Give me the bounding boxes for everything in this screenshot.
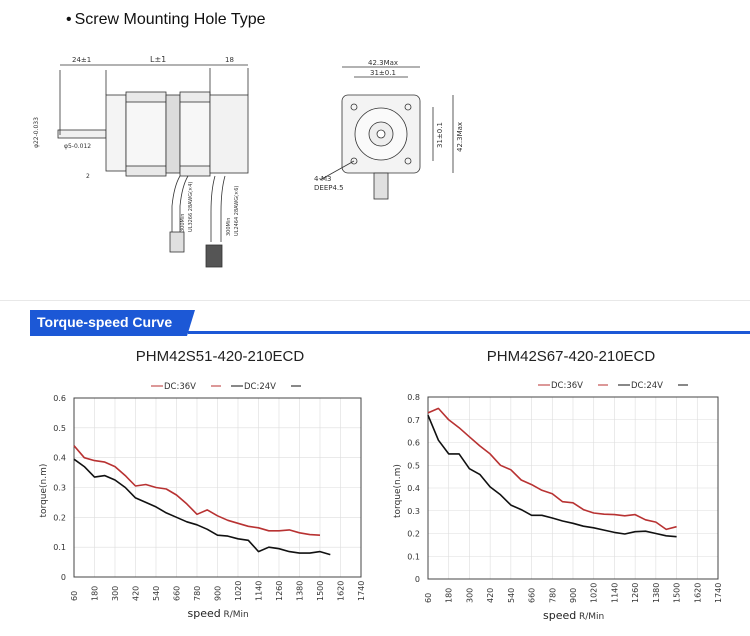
- series-line-dc24v: [427, 414, 677, 538]
- y-tick-label: 0.6: [53, 394, 66, 403]
- y-tick-label: 0.7: [407, 416, 420, 425]
- section-divider: [0, 300, 750, 301]
- y-axis-title: torque(n.m): [39, 464, 49, 518]
- y-tick-label: 0.5: [53, 424, 66, 433]
- x-tick-label: 300: [465, 588, 474, 603]
- plot-border: [427, 396, 719, 580]
- x-tick-label: 780: [548, 588, 557, 603]
- y-tick-label: 0.2: [53, 513, 66, 522]
- x-tick-label: 300: [111, 586, 120, 601]
- section-title-text: Screw Mounting Hole Type: [74, 11, 266, 28]
- dim-L-label: L±1: [150, 55, 166, 64]
- y-axis-title: torque(n.m): [393, 464, 403, 518]
- y-tick-label: 0: [415, 575, 420, 584]
- series-line-dc36v: [427, 407, 677, 531]
- plot-border: [73, 397, 362, 578]
- y-tick-label: 0.4: [53, 454, 66, 463]
- bullet-icon: •: [66, 11, 72, 28]
- y-tick-label: 0.5: [407, 461, 420, 470]
- x-tick-label: 1620: [337, 581, 346, 601]
- x-tick-label: 1740: [357, 581, 366, 601]
- y-tick-label: 0.1: [53, 543, 66, 552]
- x-tick-label: 60: [70, 591, 79, 601]
- dim-18-label: 18: [225, 56, 234, 64]
- section-badge-label: Torque-speed Curve: [37, 314, 173, 330]
- x-tick-label: 180: [445, 588, 454, 603]
- cable-label-4: UL2464 28AWG(×6): [234, 186, 240, 236]
- screw-label: 4-M3: [314, 175, 331, 183]
- x-tick-label: 660: [528, 588, 537, 603]
- cable-label-1: 300Min: [180, 214, 186, 232]
- x-tick-label: 180: [91, 586, 100, 601]
- x-axis-title: speed: [188, 607, 221, 620]
- series-line-dc36v: [73, 445, 321, 536]
- legend-label: DC:36V: [551, 381, 583, 391]
- cable-label-2: UL3266 28AWG(×4): [188, 182, 194, 232]
- legend-label: DC:24V: [631, 381, 663, 391]
- y-tick-label: 0.1: [407, 552, 420, 561]
- x-tick-label: 1620: [693, 583, 702, 603]
- y-tick-label: 0.6: [407, 439, 420, 448]
- section-badge-underline: [188, 331, 750, 334]
- motor-drawings: 24±1 L±1 18 φ22-0.033 φ5-0.012 2 300Min …: [33, 55, 464, 268]
- legend-label: DC:24V: [244, 382, 276, 392]
- depth-label: DEEP4.5: [314, 184, 344, 192]
- dim-24-label: 24±1: [72, 56, 91, 64]
- y-tick-label: 0.8: [407, 393, 420, 402]
- series-line-dc24v: [73, 458, 331, 556]
- x-tick-label: 900: [569, 588, 578, 603]
- y-tick-label: 0.3: [407, 507, 420, 516]
- torque-chart-2: 0 0.1 0.2 0.3 0.4 0.5 0.6 0.7 0.8 60 180 300 420 540 6…: [393, 381, 723, 622]
- x-axis-unit: R/Min: [579, 612, 604, 622]
- chart-2-title: PHM42S67-420-210ECD: [486, 348, 656, 365]
- y-tick-label: 0: [61, 573, 66, 582]
- front-view-drawing: [319, 66, 454, 200]
- x-tick-label: 1140: [610, 583, 619, 603]
- dim-2-label: 2: [86, 173, 90, 180]
- section-title: • Screw Mounting Hole Type: [66, 11, 266, 29]
- dim-phi22-label: φ22-0.033: [33, 117, 40, 148]
- x-tick-label: 540: [507, 588, 516, 603]
- x-tick-label: 780: [193, 586, 202, 601]
- dim-phi5-label: φ5-0.012: [64, 143, 91, 150]
- cable-label-3: 300Min: [226, 218, 232, 236]
- y-tick-label: 0.3: [53, 484, 66, 493]
- x-tick-label: 60: [424, 593, 433, 603]
- x-axis-title: speed: [543, 609, 576, 622]
- section-badge: [30, 310, 195, 336]
- x-tick-label: 1260: [275, 581, 284, 601]
- y-tick-label: 0.4: [407, 484, 420, 493]
- x-tick-label: 1380: [296, 581, 305, 601]
- x-tick-label: 420: [486, 588, 495, 603]
- x-tick-label: 1020: [590, 583, 599, 603]
- legend-label: DC:36V: [164, 382, 196, 392]
- x-tick-label: 1380: [652, 583, 661, 603]
- dim-max-label: 42.3Max: [368, 59, 398, 67]
- chart-1-title: PHM42S51-420-210ECD: [135, 348, 305, 365]
- x-tick-label: 540: [152, 586, 161, 601]
- y-tick-label: 0.2: [407, 530, 420, 539]
- side-view-drawing: [57, 64, 249, 268]
- x-tick-label: 1740: [714, 583, 723, 603]
- x-tick-label: 900: [214, 586, 223, 601]
- torque-chart-1: 0 0.1 0.2 0.3 0.4 0.5 0.6 60 180 300 420 540 660 780 9…: [39, 382, 366, 620]
- dim-max-vertical-label: 42.3Max: [456, 122, 464, 152]
- x-tick-label: 1260: [631, 583, 640, 603]
- x-tick-label: 1500: [673, 583, 682, 603]
- x-tick-label: 1140: [255, 581, 264, 601]
- x-tick-label: 660: [173, 586, 182, 601]
- dim-31-vertical-label: 31±0.1: [436, 122, 444, 148]
- dim-31-label: 31±0.1: [370, 69, 396, 77]
- x-tick-label: 420: [132, 586, 141, 601]
- x-tick-label: 1500: [316, 581, 325, 601]
- x-tick-label: 1020: [234, 581, 243, 601]
- x-axis-unit: R/Min: [224, 610, 249, 620]
